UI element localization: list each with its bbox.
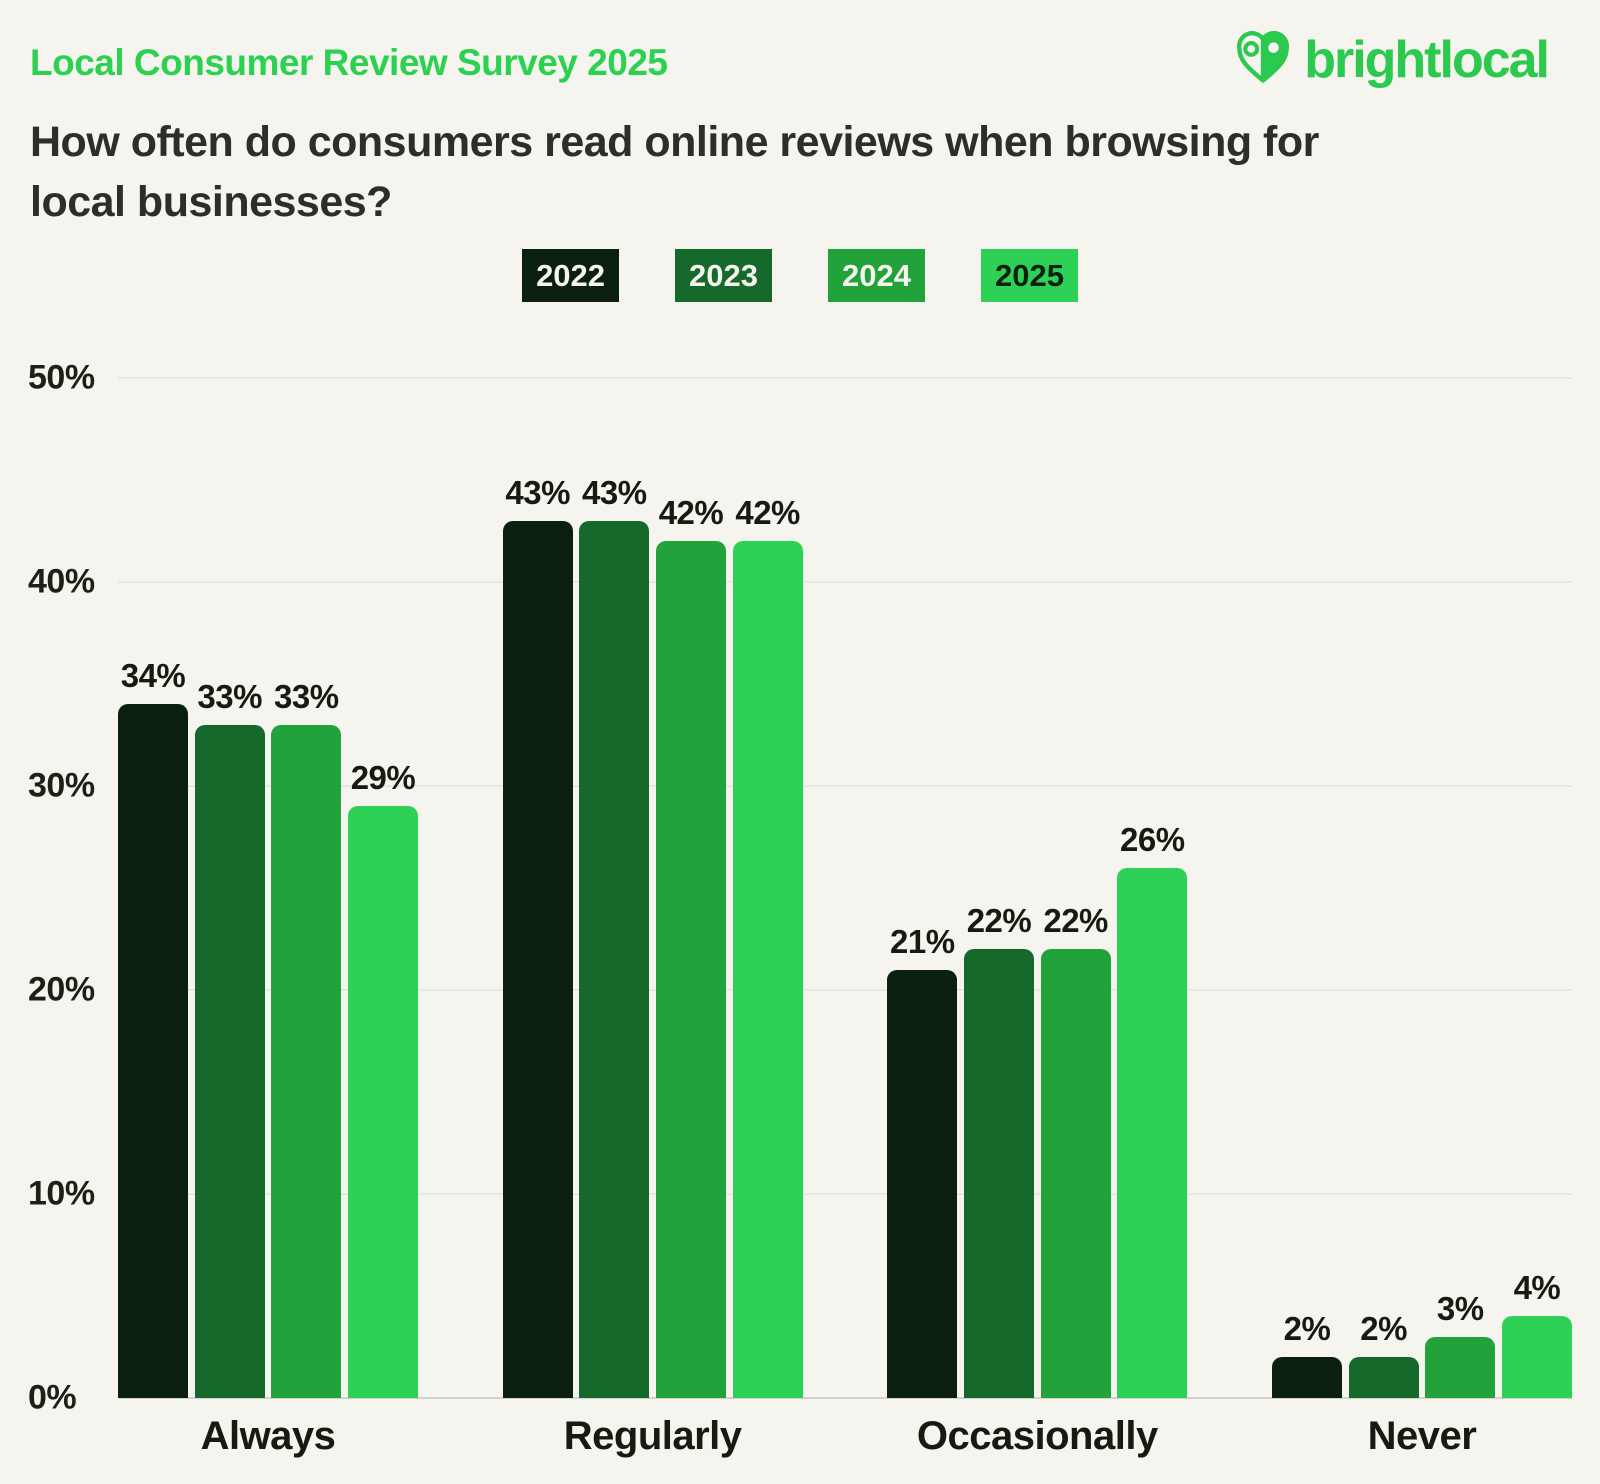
brand-logo: brightlocal bbox=[1232, 26, 1550, 93]
bar-2024-always bbox=[271, 724, 342, 1398]
y-axis-tick-label: 50% bbox=[28, 358, 95, 397]
bar-2022-never bbox=[1271, 1357, 1342, 1398]
category-label-never: Never bbox=[1367, 1414, 1477, 1458]
bar-2024-occasionally bbox=[1040, 949, 1111, 1398]
category-label-regularly: Regularly bbox=[563, 1414, 742, 1458]
bar-column-2022: 34% bbox=[118, 378, 188, 1398]
bar-2023-occasionally bbox=[963, 949, 1034, 1398]
bar-value-label: 42% bbox=[658, 494, 724, 532]
bar-column-2025: 26% bbox=[1117, 378, 1188, 1398]
legend-label: 2023 bbox=[689, 257, 758, 293]
bar-column-2023: 43% bbox=[579, 378, 650, 1398]
y-axis-tick-label: 10% bbox=[28, 1174, 95, 1213]
gridline-50 bbox=[118, 377, 1572, 379]
category-label-occasionally: Occasionally bbox=[916, 1414, 1158, 1458]
bar-2023-always bbox=[194, 724, 265, 1398]
bar-value-label: 29% bbox=[350, 759, 416, 797]
legend-label: 2025 bbox=[994, 257, 1064, 293]
bar-column-2022: 43% bbox=[502, 378, 573, 1398]
bar-value-label: 2% bbox=[1283, 1310, 1331, 1348]
bar-column-2022: 2% bbox=[1271, 378, 1342, 1398]
bar-column-2023: 2% bbox=[1348, 378, 1419, 1398]
bar-2023-never bbox=[1348, 1357, 1419, 1398]
legend-item-2024: 2024 bbox=[828, 249, 925, 302]
bar-group-always: 34% 33% 33% 29% Always bbox=[118, 378, 418, 1458]
bar-groups: 34% 33% 33% 29% Always 43% 43% 42% 42% Regularly 2… bbox=[118, 378, 1572, 1458]
bar-column-2023: 33% bbox=[194, 378, 265, 1398]
bar-2022-always bbox=[118, 704, 188, 1398]
bar-value-label: 43% bbox=[582, 473, 647, 511]
heart-pin-icon bbox=[1232, 26, 1294, 93]
bar-column-2024: 3% bbox=[1425, 378, 1496, 1398]
bar-2025-regularly bbox=[732, 541, 803, 1398]
bar-value-label: 26% bbox=[1120, 820, 1185, 858]
gridline-10 bbox=[118, 1193, 1572, 1195]
bar-2024-never bbox=[1425, 1336, 1496, 1398]
bar-column-2023: 22% bbox=[963, 378, 1034, 1398]
bar-2024-regularly bbox=[655, 541, 726, 1398]
bar-value-label: 3% bbox=[1436, 1289, 1484, 1327]
bar-2023-regularly bbox=[579, 520, 650, 1398]
bar-column-2025: 29% bbox=[347, 378, 418, 1398]
bar-group-regularly: 43% 43% 42% 42% Regularly bbox=[502, 378, 803, 1458]
bar-column-2024: 33% bbox=[271, 378, 342, 1398]
legend-item-2023: 2023 bbox=[675, 249, 772, 302]
bar-value-label: 4% bbox=[1513, 1269, 1561, 1307]
legend-label: 2024 bbox=[842, 257, 911, 293]
gridline-30 bbox=[118, 785, 1572, 787]
bar-value-label: 33% bbox=[197, 677, 262, 715]
y-axis-tick-label: 20% bbox=[28, 970, 95, 1009]
bar-chart: 34% 33% 33% 29% Always 43% 43% 42% 42% Regularly 2… bbox=[0, 359, 1600, 1458]
bar-value-label: 34% bbox=[120, 657, 186, 695]
y-axis-tick-label: 40% bbox=[28, 562, 95, 601]
bar-group-never: 2% 2% 3% 4% Never bbox=[1271, 378, 1572, 1458]
bar-value-label: 22% bbox=[966, 902, 1032, 940]
bar-column-2025: 4% bbox=[1501, 378, 1572, 1398]
legend-item-2022: 2022 bbox=[522, 249, 620, 302]
bar-value-label: 43% bbox=[505, 473, 570, 511]
bar-column-2024: 22% bbox=[1040, 378, 1111, 1398]
bar-2025-occasionally bbox=[1117, 867, 1188, 1398]
bar-value-label: 2% bbox=[1360, 1310, 1407, 1348]
bar-value-label: 33% bbox=[274, 677, 339, 715]
bar-column-2022: 21% bbox=[887, 378, 958, 1398]
legend-item-2025: 2025 bbox=[980, 249, 1078, 302]
survey-title: Local Consumer Review Survey 2025 bbox=[30, 42, 668, 83]
chart-question-title: How often do consumers read online revie… bbox=[30, 118, 1319, 226]
bar-value-label: 21% bbox=[890, 922, 955, 960]
bar-2022-regularly bbox=[502, 520, 573, 1398]
bar-2022-occasionally bbox=[887, 969, 958, 1398]
bar-value-label: 22% bbox=[1043, 902, 1108, 940]
gridline-20 bbox=[118, 989, 1572, 991]
bar-column-2024: 42% bbox=[655, 378, 726, 1398]
bar-column-2025: 42% bbox=[732, 378, 803, 1398]
y-axis-tick-label: 0% bbox=[28, 1378, 77, 1417]
brand-wordmark: brightlocal bbox=[1304, 30, 1550, 89]
legend-label: 2022 bbox=[536, 257, 606, 293]
y-axis-tick-label: 30% bbox=[28, 766, 95, 805]
gridline-40 bbox=[118, 581, 1572, 583]
plot-area: 34% 33% 33% 29% Always 43% 43% 42% 42% Regularly 2… bbox=[118, 377, 1572, 1458]
bar-2025-always bbox=[347, 806, 418, 1398]
chart-legend: 2022 2023 2024 2025 bbox=[0, 249, 1600, 302]
bar-value-label: 42% bbox=[735, 494, 800, 532]
bar-2025-never bbox=[1501, 1316, 1572, 1398]
category-label-always: Always bbox=[200, 1414, 336, 1458]
bar-group-occasionally: 21% 22% 22% 26% Occasionally bbox=[887, 378, 1188, 1458]
gridline-0 bbox=[118, 1397, 1572, 1399]
